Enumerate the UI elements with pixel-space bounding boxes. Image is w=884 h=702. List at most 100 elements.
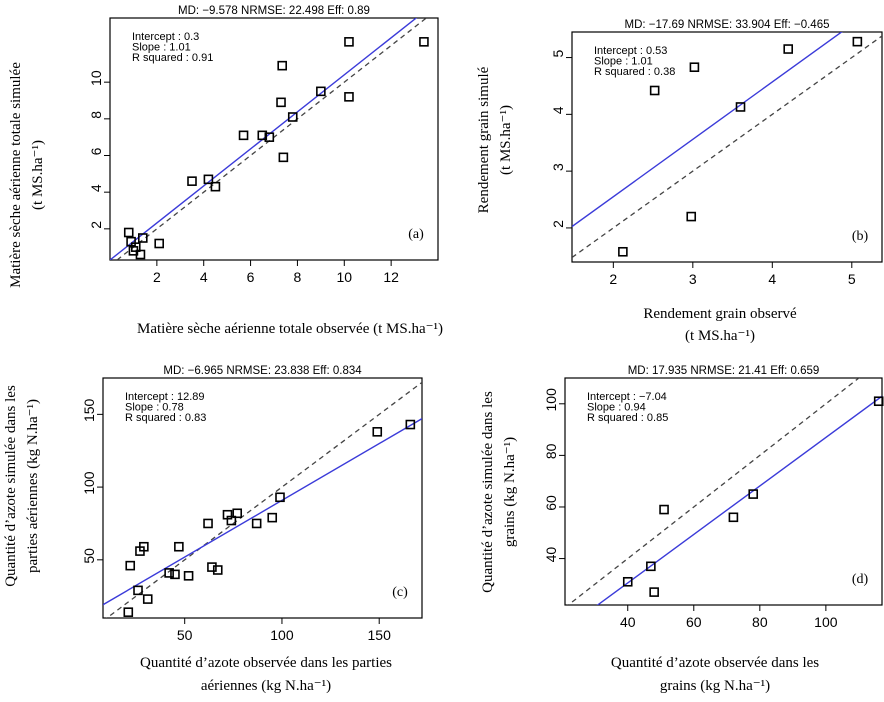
data-point — [267, 512, 278, 523]
y-axis-label: (t MS.ha⁻¹) — [30, 140, 46, 210]
data-point — [170, 569, 180, 580]
stat-line: Intercept : 0.3 — [132, 31, 199, 43]
stat-line: Intercept : 12.89 — [125, 391, 205, 403]
data-point — [748, 489, 759, 499]
y-axis-label: Quantité d’azote simulée dans les — [480, 391, 496, 593]
data-point — [618, 246, 628, 257]
x-tick-label: 6 — [247, 269, 255, 285]
y-tick-label: 60 — [543, 495, 559, 511]
y-tick-label: 80 — [543, 443, 559, 459]
y-tick-label: 2 — [550, 220, 566, 228]
identity-line — [105, 381, 422, 618]
data-point — [142, 594, 153, 604]
stat-line: R squared : 0.83 — [125, 412, 206, 424]
y-tick-label: 5 — [550, 49, 566, 57]
identity-line — [567, 378, 860, 605]
y-tick-label: 3 — [550, 163, 566, 171]
data-point — [135, 249, 146, 260]
data-point — [852, 36, 863, 47]
data-point — [276, 97, 286, 108]
data-point — [277, 60, 288, 71]
y-axis-label: Rendement grain simulé — [476, 66, 492, 213]
data-point — [138, 233, 148, 243]
y-tick-label: 100 — [81, 471, 97, 495]
x-tick-label: 100 — [270, 627, 294, 643]
x-tick-label: 40 — [620, 614, 636, 630]
data-point — [203, 174, 214, 185]
stat-line: R squared : 0.91 — [132, 52, 213, 64]
y-tick-label: 10 — [88, 70, 104, 86]
plot-frame — [564, 377, 883, 606]
data-point — [735, 102, 746, 112]
x-axis-label: (t MS.ha⁻¹) — [685, 328, 755, 344]
data-point — [686, 211, 697, 222]
x-tick-label: 3 — [689, 271, 697, 287]
data-point — [728, 512, 739, 523]
y-axis-label: (t MS.ha⁻¹) — [498, 105, 514, 175]
y-tick-label: 8 — [88, 111, 104, 119]
data-point — [139, 541, 149, 552]
data-point — [287, 112, 298, 122]
x-axis-label: Quantité d’azote observée dans les — [611, 655, 819, 671]
data-point — [275, 492, 285, 503]
y-tick-label: 150 — [81, 398, 97, 422]
stat-line: Slope : 0.94 — [587, 402, 646, 414]
data-point — [873, 396, 884, 407]
data-point — [164, 568, 174, 578]
y-axis-label: grains (kg N.ha⁻¹) — [502, 437, 518, 547]
stat-line: Intercept : −7.04 — [587, 391, 667, 403]
x-axis-label: grains (kg N.ha⁻¹) — [660, 678, 770, 694]
stat-line: R squared : 0.38 — [594, 66, 675, 78]
data-point — [187, 176, 197, 186]
y-tick-label: 50 — [81, 548, 97, 564]
y-tick-label: 4 — [550, 106, 566, 114]
x-tick-label: 4 — [768, 271, 776, 287]
y-axis-label: Matière sèche aérienne totale simulée — [8, 62, 24, 288]
panel-b: MD: −17.69 NRMSE: 33.904 Eff: −0.465 2 3 4 5… — [476, 19, 883, 344]
data-point — [783, 44, 794, 54]
x-axis-label: Rendement grain observé — [643, 306, 797, 322]
identity-line — [572, 35, 882, 258]
x-tick-label: 150 — [368, 627, 392, 643]
data-point — [251, 518, 262, 529]
data-point — [278, 152, 289, 163]
data-point — [419, 37, 429, 47]
y-axis-label: parties aériennes (kg N.ha⁻¹) — [25, 399, 41, 573]
lines — [567, 378, 882, 605]
data-point — [659, 504, 669, 515]
data-point — [212, 565, 223, 575]
panel-a: MD: −9.578 NRMSE: 22.498 Eff: 0.89 2 4 6 8 10… — [8, 5, 443, 337]
data-point — [649, 85, 660, 96]
y-tick-label: 6 — [88, 147, 104, 155]
regression-line — [110, 18, 418, 260]
data-point — [622, 576, 633, 587]
data-point — [257, 130, 268, 141]
panel-header: MD: −9.578 NRMSE: 22.498 Eff: 0.89 — [178, 5, 370, 17]
regression-line — [572, 32, 843, 228]
data-point — [238, 130, 249, 141]
stat-line: Slope : 1.01 — [594, 56, 653, 68]
data-point — [125, 560, 136, 571]
data-point — [123, 607, 134, 617]
panel-header: MD: 17.935 NRMSE: 21.41 Eff: 0.659 — [628, 365, 820, 377]
x-tick-label: 8 — [294, 269, 302, 285]
stat-line: R squared : 0.85 — [587, 412, 668, 424]
x-tick-label: 80 — [752, 614, 768, 630]
y-tick-label: 2 — [88, 221, 104, 229]
regression-line — [103, 418, 422, 606]
panel-tag: (c) — [392, 585, 408, 600]
data-point — [174, 541, 184, 552]
x-tick-label: 2 — [609, 271, 617, 287]
lines — [103, 381, 422, 618]
data-point — [203, 518, 213, 529]
data-point — [649, 587, 659, 597]
data-point — [133, 585, 143, 596]
x-tick-label: 100 — [814, 614, 838, 630]
data-point — [226, 515, 237, 526]
x-tick-label: 50 — [177, 627, 193, 643]
data-point — [344, 92, 354, 102]
x-axis-label: Matière sèche aérienne totale observée (… — [137, 321, 443, 337]
stat-line: Intercept : 0.53 — [594, 45, 667, 57]
data-point — [264, 132, 275, 142]
